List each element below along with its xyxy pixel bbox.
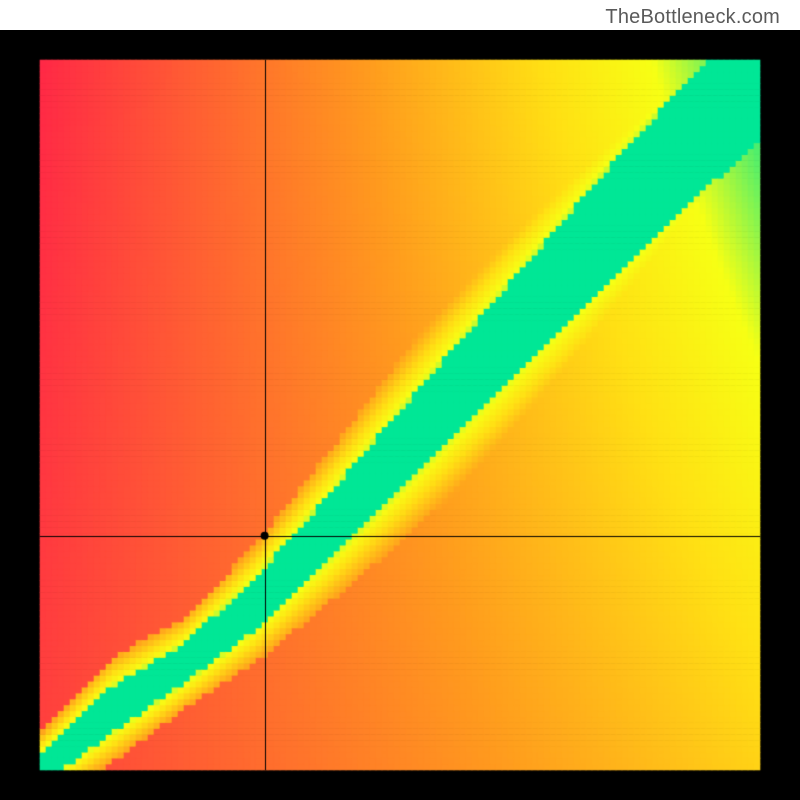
chart-container — [0, 30, 800, 800]
bottleneck-heatmap — [0, 30, 800, 800]
watermark-text: TheBottleneck.com — [605, 6, 780, 29]
